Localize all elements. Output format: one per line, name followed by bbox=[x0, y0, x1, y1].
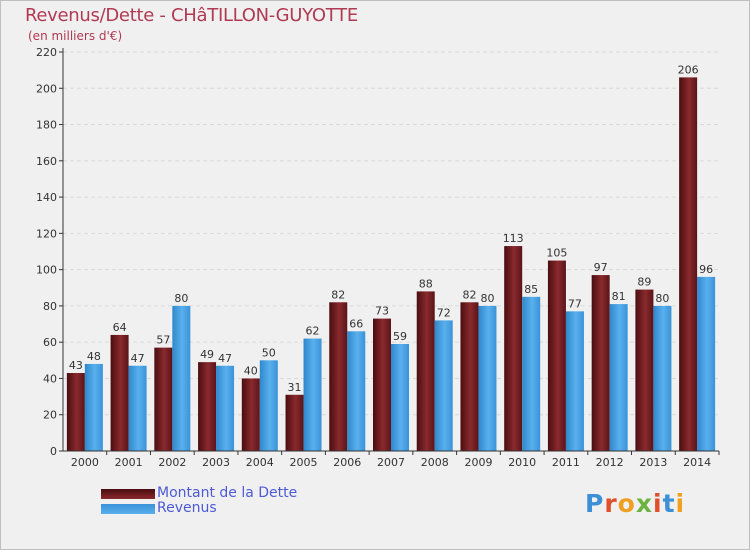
bar-dette bbox=[241, 378, 260, 451]
y-tick-label: 220 bbox=[36, 46, 57, 59]
data-label-revenus: 47 bbox=[131, 352, 145, 365]
x-tick-label: 2002 bbox=[158, 456, 186, 469]
bar-revenus bbox=[522, 296, 541, 451]
data-label-revenus: 80 bbox=[655, 292, 669, 305]
data-label-revenus: 66 bbox=[349, 317, 363, 330]
data-label-dette: 49 bbox=[200, 348, 214, 361]
data-label-dette: 57 bbox=[156, 334, 170, 347]
bar-dette bbox=[285, 394, 304, 451]
chart-title: Revenus/Dette - CHâTILLON-GUYOTTE bbox=[25, 5, 358, 26]
y-tick-label: 80 bbox=[43, 300, 57, 313]
legend-swatch-revenus bbox=[101, 504, 155, 514]
y-tick-label: 0 bbox=[50, 445, 57, 458]
x-tick-label: 2001 bbox=[115, 456, 143, 469]
data-label-dette: 40 bbox=[244, 364, 258, 377]
bar-revenus bbox=[653, 305, 672, 451]
data-label-revenus: 96 bbox=[699, 263, 713, 276]
data-label-revenus: 48 bbox=[87, 350, 101, 363]
bar-revenus bbox=[216, 365, 235, 451]
bar-revenus bbox=[565, 311, 584, 451]
bar-dette bbox=[329, 302, 348, 451]
bar-dette bbox=[547, 260, 566, 451]
bar-dette bbox=[416, 291, 435, 451]
bar-revenus bbox=[259, 360, 278, 451]
y-tick-label: 100 bbox=[36, 264, 57, 277]
data-label-dette: 97 bbox=[594, 261, 608, 274]
data-label-dette: 206 bbox=[678, 63, 699, 76]
data-label-dette: 43 bbox=[69, 359, 83, 372]
data-label-revenus: 50 bbox=[262, 346, 276, 359]
bar-dette bbox=[154, 347, 173, 451]
x-tick-label: 2004 bbox=[246, 456, 274, 469]
bar-revenus bbox=[609, 304, 628, 451]
x-tick-label: 2010 bbox=[508, 456, 536, 469]
x-tick-label: 2003 bbox=[202, 456, 230, 469]
data-label-dette: 89 bbox=[637, 276, 651, 289]
bar-revenus bbox=[128, 365, 147, 451]
data-label-dette: 82 bbox=[331, 288, 345, 301]
x-tick-label: 2009 bbox=[464, 456, 492, 469]
y-tick-label: 20 bbox=[43, 409, 57, 422]
proxiti-logo: Proxiti bbox=[585, 489, 685, 518]
bar-revenus bbox=[172, 305, 191, 451]
data-label-dette: 113 bbox=[503, 232, 524, 245]
bar-dette bbox=[591, 275, 610, 451]
bar-revenus bbox=[697, 276, 716, 451]
bar-dette bbox=[198, 362, 217, 451]
data-label-revenus: 47 bbox=[218, 352, 232, 365]
data-label-dette: 82 bbox=[462, 288, 476, 301]
x-tick-label: 2013 bbox=[639, 456, 667, 469]
data-label-revenus: 80 bbox=[480, 292, 494, 305]
data-label-dette: 31 bbox=[288, 381, 302, 394]
bar-dette bbox=[373, 318, 391, 451]
data-label-dette: 88 bbox=[419, 277, 433, 290]
data-label-dette: 64 bbox=[113, 321, 127, 334]
data-label-revenus: 77 bbox=[568, 297, 582, 310]
bar-dette bbox=[635, 289, 654, 451]
bar-revenus bbox=[84, 363, 103, 451]
data-label-revenus: 81 bbox=[612, 290, 626, 303]
chart-subtitle: (en milliers d'€) bbox=[28, 29, 123, 43]
bar-dette bbox=[110, 334, 129, 451]
data-label-revenus: 85 bbox=[524, 283, 538, 296]
data-label-dette: 73 bbox=[375, 305, 389, 318]
y-tick-label: 140 bbox=[36, 191, 57, 204]
x-tick-label: 2007 bbox=[377, 456, 405, 469]
x-tick-label: 2006 bbox=[333, 456, 361, 469]
data-label-revenus: 62 bbox=[306, 325, 320, 338]
legend-item-dette: Montant de la Dette bbox=[101, 485, 351, 501]
bar-dette bbox=[679, 77, 698, 452]
y-tick-label: 60 bbox=[43, 336, 57, 349]
x-tick-label: 2014 bbox=[683, 456, 711, 469]
y-tick-label: 180 bbox=[36, 119, 57, 132]
bar-dette bbox=[66, 373, 85, 451]
data-label-revenus: 59 bbox=[393, 330, 407, 343]
bar-revenus bbox=[478, 305, 497, 451]
data-label-revenus: 80 bbox=[174, 292, 188, 305]
logo-text: Proxiti bbox=[585, 489, 686, 518]
x-tick-label: 2012 bbox=[596, 456, 624, 469]
legend-label-dette: Montant de la Dette bbox=[157, 485, 298, 501]
bar-revenus bbox=[434, 320, 453, 451]
x-tick-label: 2000 bbox=[71, 456, 99, 469]
bar-revenus bbox=[303, 338, 322, 451]
y-tick-label: 200 bbox=[36, 82, 57, 95]
data-label-revenus: 72 bbox=[437, 306, 451, 319]
bar-dette bbox=[460, 302, 479, 451]
legend-swatch-dette bbox=[101, 489, 155, 499]
x-tick-label: 2011 bbox=[552, 456, 580, 469]
bar-revenus bbox=[391, 343, 409, 451]
legend-label-revenus: Revenus bbox=[157, 500, 217, 516]
y-tick-label: 160 bbox=[36, 155, 57, 168]
x-tick-label: 2005 bbox=[290, 456, 318, 469]
bar-dette bbox=[504, 246, 523, 451]
y-tick-label: 40 bbox=[43, 372, 57, 385]
legend-item-revenus: Revenus bbox=[101, 500, 351, 516]
x-tick-label: 2008 bbox=[421, 456, 449, 469]
y-tick-label: 120 bbox=[36, 227, 57, 240]
data-label-dette: 105 bbox=[546, 247, 567, 260]
bar-revenus bbox=[347, 331, 366, 451]
